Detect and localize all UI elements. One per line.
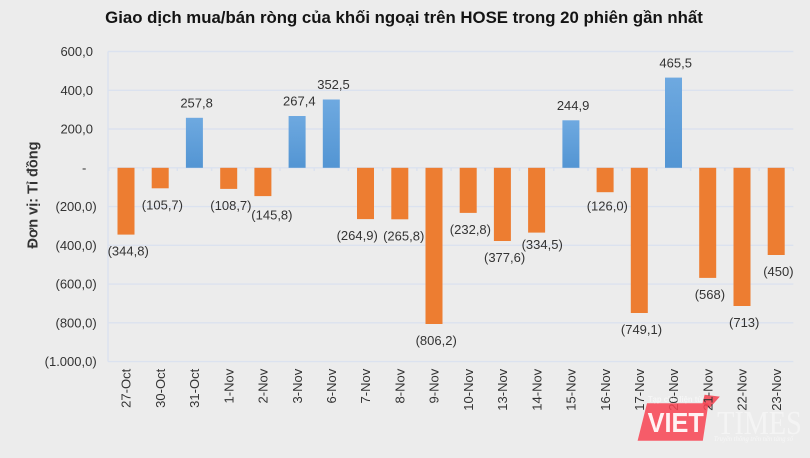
- svg-text:8-Nov: 8-Nov: [393, 368, 408, 403]
- svg-text:(713): (713): [729, 315, 759, 330]
- svg-text:30-Oct: 30-Oct: [153, 368, 168, 407]
- svg-text:TIMES: TIMES: [717, 404, 802, 442]
- svg-text:(264,9): (264,9): [337, 228, 378, 243]
- svg-text:400,0: 400,0: [60, 83, 93, 98]
- svg-text:352,5: 352,5: [317, 77, 350, 92]
- svg-text:(334,5): (334,5): [522, 237, 563, 252]
- svg-text:23-Nov: 23-Nov: [769, 368, 784, 410]
- svg-text:(450): (450): [763, 264, 793, 279]
- svg-text:(749,1): (749,1): [621, 322, 662, 337]
- svg-text:15-Nov: 15-Nov: [564, 368, 579, 410]
- svg-text:(600,0): (600,0): [55, 277, 96, 292]
- svg-text:Đơn vị: Tỉ đồng: Đơn vị: Tỉ đồng: [26, 142, 42, 249]
- svg-text:(800,0): (800,0): [55, 315, 96, 330]
- svg-text:10-Nov: 10-Nov: [461, 368, 476, 410]
- svg-text:(126,0): (126,0): [587, 199, 628, 214]
- svg-text:Truyền thông trên nền tảng số: Truyền thông trên nền tảng số: [714, 435, 794, 443]
- svg-text:(377,6): (377,6): [484, 250, 525, 265]
- svg-text:7-Nov: 7-Nov: [358, 368, 373, 403]
- svg-text:9-Nov: 9-Nov: [427, 368, 442, 403]
- svg-text:31-Oct: 31-Oct: [187, 368, 202, 407]
- svg-text:200,0: 200,0: [60, 122, 93, 137]
- svg-text:Tạp chí điện tử: Tạp chí điện tử: [648, 395, 703, 404]
- svg-text:20-Nov: 20-Nov: [666, 368, 681, 410]
- svg-text:(108,7): (108,7): [210, 198, 251, 213]
- svg-text:(400,0): (400,0): [55, 238, 96, 253]
- svg-text:1-Nov: 1-Nov: [221, 368, 236, 403]
- svg-text:(105,7): (105,7): [142, 197, 183, 212]
- svg-text:(200,0): (200,0): [55, 199, 96, 214]
- svg-text:(145,8): (145,8): [251, 207, 292, 222]
- svg-text:244,9: 244,9: [557, 98, 590, 113]
- svg-text:(806,2): (806,2): [416, 333, 457, 348]
- svg-text:267,4: 267,4: [283, 94, 316, 109]
- svg-text:2-Nov: 2-Nov: [256, 368, 271, 403]
- svg-text:22-Nov: 22-Nov: [735, 368, 750, 410]
- svg-text:3-Nov: 3-Nov: [290, 368, 305, 403]
- svg-text:-: -: [82, 160, 86, 175]
- svg-text:VIET: VIET: [648, 407, 704, 438]
- svg-text:17-Nov: 17-Nov: [632, 368, 647, 410]
- svg-text:14-Nov: 14-Nov: [529, 368, 544, 410]
- svg-text:Giao dịch mua/bán ròng của khố: Giao dịch mua/bán ròng của khối ngoại tr…: [105, 8, 703, 27]
- svg-text:6-Nov: 6-Nov: [324, 368, 339, 403]
- svg-text:27-Oct: 27-Oct: [119, 368, 134, 407]
- svg-text:16-Nov: 16-Nov: [598, 368, 613, 410]
- svg-text:(265,8): (265,8): [383, 228, 424, 243]
- svg-text:13-Nov: 13-Nov: [495, 368, 510, 410]
- svg-text:(344,8): (344,8): [108, 244, 149, 259]
- svg-text:(568): (568): [695, 287, 725, 302]
- svg-text:(232,8): (232,8): [450, 222, 491, 237]
- svg-text:600,0: 600,0: [60, 44, 93, 59]
- svg-text:21-Nov: 21-Nov: [700, 368, 715, 410]
- svg-text:465,5: 465,5: [659, 55, 692, 70]
- svg-text:257,8: 257,8: [180, 96, 213, 111]
- svg-text:(1.000,0): (1.000,0): [45, 354, 97, 369]
